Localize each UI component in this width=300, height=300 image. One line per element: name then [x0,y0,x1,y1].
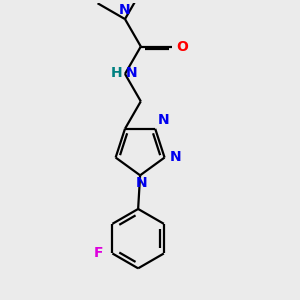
Text: F: F [94,247,104,260]
Text: O: O [176,40,188,53]
Text: N: N [169,149,181,164]
Text: N: N [126,66,138,80]
Text: H: H [110,66,122,80]
Text: N: N [158,113,170,127]
Text: N: N [135,176,147,190]
Text: N: N [119,3,131,17]
